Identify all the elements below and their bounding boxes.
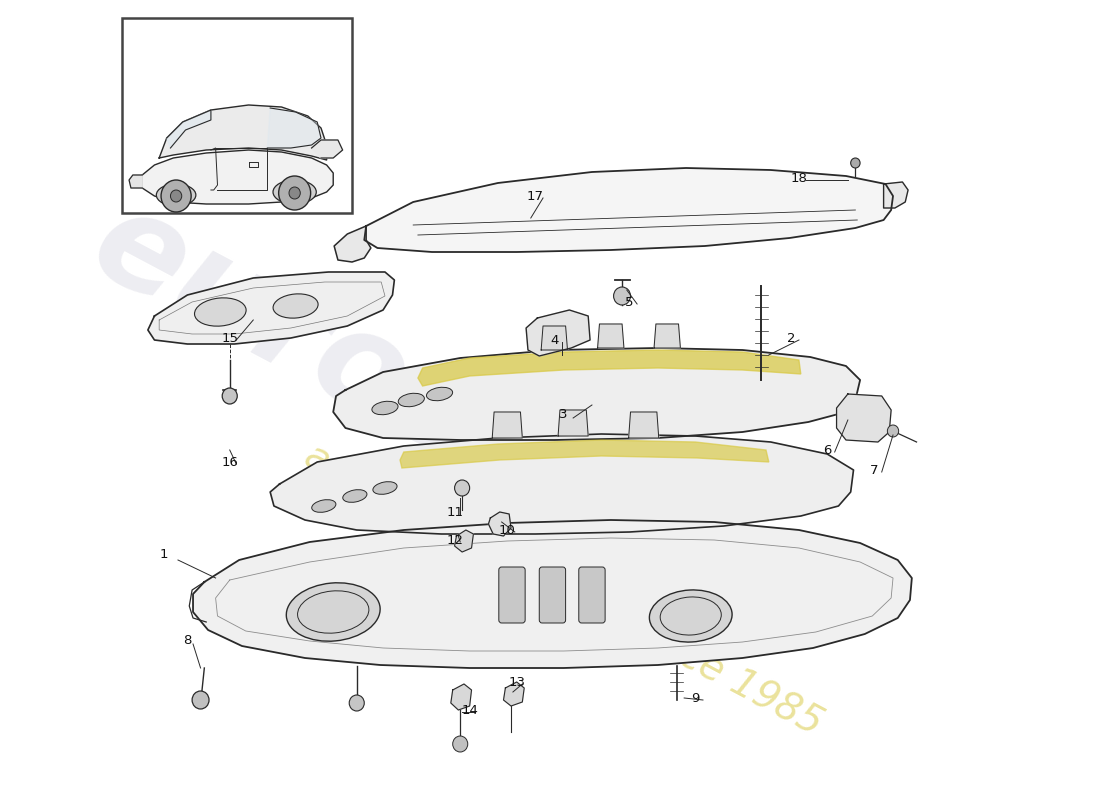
Text: 11: 11 — [447, 506, 464, 518]
Circle shape — [453, 736, 468, 752]
Text: 1: 1 — [160, 549, 168, 562]
Text: 18: 18 — [791, 171, 807, 185]
Polygon shape — [333, 348, 860, 440]
Text: 16: 16 — [221, 455, 239, 469]
Polygon shape — [558, 410, 589, 436]
Polygon shape — [129, 175, 142, 188]
Ellipse shape — [427, 387, 452, 401]
Text: 14: 14 — [461, 703, 478, 717]
Ellipse shape — [273, 294, 318, 318]
Text: 2: 2 — [788, 331, 795, 345]
Polygon shape — [504, 682, 525, 706]
Ellipse shape — [286, 582, 381, 642]
Polygon shape — [492, 412, 522, 438]
Polygon shape — [418, 350, 801, 386]
Ellipse shape — [373, 482, 397, 494]
Text: 5: 5 — [625, 295, 634, 309]
Circle shape — [278, 176, 310, 210]
Polygon shape — [192, 520, 912, 668]
Polygon shape — [526, 310, 590, 356]
Text: a passion for excellence 1985: a passion for excellence 1985 — [298, 437, 829, 743]
Ellipse shape — [156, 184, 196, 206]
Polygon shape — [541, 326, 568, 350]
Bar — [121, 18, 352, 213]
Polygon shape — [628, 412, 659, 438]
Text: 7: 7 — [870, 463, 879, 477]
Text: 15: 15 — [221, 331, 239, 345]
Polygon shape — [654, 324, 681, 348]
Circle shape — [349, 695, 364, 711]
Polygon shape — [597, 324, 624, 348]
Polygon shape — [364, 168, 893, 252]
Text: 12: 12 — [447, 534, 464, 546]
FancyBboxPatch shape — [539, 567, 565, 623]
Ellipse shape — [649, 590, 733, 642]
FancyBboxPatch shape — [579, 567, 605, 623]
Polygon shape — [142, 150, 333, 204]
Polygon shape — [400, 440, 769, 468]
Text: 13: 13 — [508, 675, 525, 689]
Polygon shape — [147, 272, 395, 344]
Circle shape — [850, 158, 860, 168]
Text: 3: 3 — [560, 409, 568, 422]
Text: 9: 9 — [691, 691, 700, 705]
Ellipse shape — [372, 402, 398, 414]
Polygon shape — [451, 684, 472, 710]
Polygon shape — [160, 105, 327, 160]
Text: 8: 8 — [184, 634, 191, 646]
Polygon shape — [883, 182, 909, 208]
Circle shape — [170, 190, 182, 202]
Circle shape — [888, 425, 899, 437]
Polygon shape — [167, 110, 211, 148]
Polygon shape — [267, 108, 321, 148]
Circle shape — [454, 480, 470, 496]
Ellipse shape — [311, 500, 336, 512]
Circle shape — [161, 180, 191, 212]
Polygon shape — [488, 512, 512, 536]
Circle shape — [289, 187, 300, 199]
Polygon shape — [311, 140, 342, 158]
Ellipse shape — [398, 394, 425, 406]
Polygon shape — [837, 394, 891, 442]
Circle shape — [222, 388, 238, 404]
Polygon shape — [334, 226, 371, 262]
Ellipse shape — [343, 490, 367, 502]
Ellipse shape — [195, 298, 246, 326]
Text: 6: 6 — [823, 443, 832, 457]
Polygon shape — [271, 434, 854, 534]
Polygon shape — [454, 530, 473, 552]
Circle shape — [614, 287, 630, 305]
Ellipse shape — [273, 180, 317, 204]
Text: eurospares: eurospares — [72, 178, 868, 682]
FancyBboxPatch shape — [498, 567, 525, 623]
Text: 17: 17 — [527, 190, 544, 202]
Circle shape — [192, 691, 209, 709]
Text: 4: 4 — [550, 334, 559, 346]
Text: 10: 10 — [498, 523, 516, 537]
